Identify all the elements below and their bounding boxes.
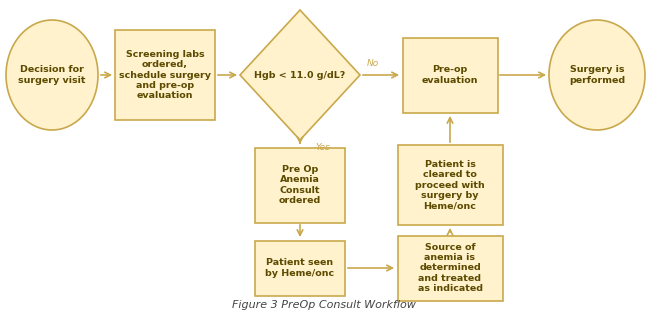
Ellipse shape xyxy=(549,20,645,130)
FancyBboxPatch shape xyxy=(402,38,498,113)
Text: Yes: Yes xyxy=(315,144,330,153)
Text: Patient seen
by Heme/onc: Patient seen by Heme/onc xyxy=(265,258,335,278)
Text: Hgb < 11.0 g/dL?: Hgb < 11.0 g/dL? xyxy=(254,70,346,79)
FancyBboxPatch shape xyxy=(397,145,502,225)
Text: Pre-op
evaluation: Pre-op evaluation xyxy=(422,65,478,85)
Text: Decision for
surgery visit: Decision for surgery visit xyxy=(18,65,86,85)
Text: Pre Op
Anemia
Consult
ordered: Pre Op Anemia Consult ordered xyxy=(279,165,321,205)
Ellipse shape xyxy=(6,20,98,130)
FancyBboxPatch shape xyxy=(255,148,345,223)
Text: Figure 3 PreOp Consult Workflow: Figure 3 PreOp Consult Workflow xyxy=(232,300,416,310)
Text: Patient is
cleared to
proceed with
surgery by
Heme/onc: Patient is cleared to proceed with surge… xyxy=(415,160,485,210)
Polygon shape xyxy=(240,10,360,140)
Text: Screening labs
ordered,
schedule surgery
and pre-op
evaluation: Screening labs ordered, schedule surgery… xyxy=(119,50,211,100)
Text: No: No xyxy=(367,60,379,69)
FancyBboxPatch shape xyxy=(255,241,345,295)
Text: Surgery is
performed: Surgery is performed xyxy=(569,65,625,85)
FancyBboxPatch shape xyxy=(115,30,215,120)
FancyBboxPatch shape xyxy=(397,236,502,300)
Text: Source of
anemia is
determined
and treated
as indicated: Source of anemia is determined and treat… xyxy=(417,243,482,293)
